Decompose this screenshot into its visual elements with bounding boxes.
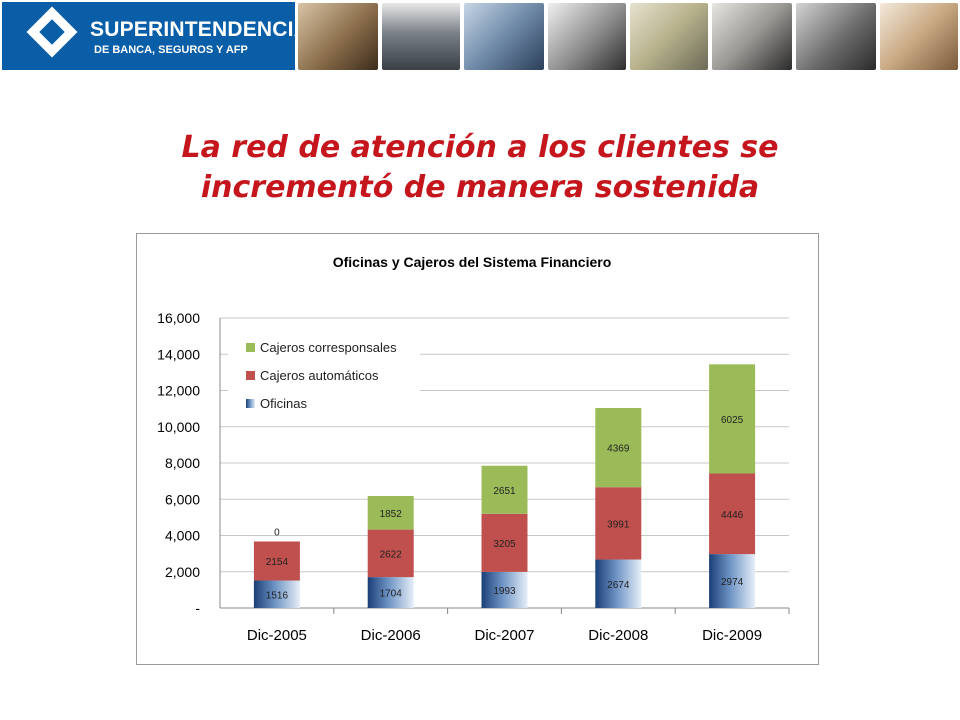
data-label: 1852 (380, 509, 403, 520)
legend-label: Cajeros corresponsales (260, 340, 397, 355)
bar-segment (253, 541, 300, 581)
bars (253, 364, 756, 608)
bar-segment (595, 487, 642, 560)
bar-segment (481, 513, 528, 572)
photo-signing-icon (880, 3, 958, 70)
legend-swatch (246, 399, 255, 408)
bar-segment (595, 408, 642, 488)
photo-pos-terminal-icon (712, 3, 792, 70)
x-tick-label: Dic-2006 (361, 627, 421, 644)
bar-segment (367, 496, 414, 530)
y-tick-label: 12,000 (157, 383, 200, 399)
legend: Cajeros corresponsales Cajeros automático… (228, 336, 420, 420)
data-label: 4446 (721, 510, 744, 521)
bar-segment (709, 473, 756, 555)
x-tick-label: Dic-2008 (588, 627, 648, 644)
chart-title: Oficinas y Cajeros del Sistema Financier… (333, 254, 612, 270)
x-tick-label: Dic-2005 (247, 627, 307, 644)
slide-title-line2: incrementó de manera sostenida (200, 170, 760, 205)
photo-keyboard-icon (464, 3, 544, 70)
y-tick-label: - (195, 600, 200, 616)
chart-frame (136, 233, 819, 665)
slide-title: La red de atención a los clientes se inc… (0, 128, 960, 208)
logo-line2: DE BANCA, SEGUROS Y AFP (94, 44, 248, 56)
data-label: 2651 (493, 486, 516, 497)
bar-segment (481, 465, 528, 514)
logo-line1: SUPERINTENDENCIA (90, 18, 310, 41)
data-label: 3991 (607, 519, 630, 530)
data-labels: 1516 2154 0 1704 2622 1852 1993 3205 2651 2674 399… (266, 415, 744, 601)
bar-segment (253, 580, 300, 608)
logo-diamond-icon (26, 6, 78, 58)
data-label: 2622 (380, 549, 403, 560)
photo-building-icon (382, 3, 460, 70)
legend-label: Cajeros automáticos (260, 368, 379, 383)
bar-segment (595, 559, 642, 608)
photo-laptop-icon (548, 3, 626, 70)
data-label: 4369 (607, 444, 630, 455)
x-tick-label: Dic-2009 (702, 627, 762, 644)
photo-card-icon (298, 3, 378, 70)
data-label: 1993 (493, 586, 516, 597)
header-banner: SUPERINTENDENCIA DE BANCA, SEGUROS Y AFP (0, 0, 960, 72)
axes: - 2,000 4,000 6,000 8,000 10,000 12,000 14,000 1… (157, 310, 790, 644)
y-tick-label: 4,000 (165, 528, 200, 544)
data-label: 1516 (266, 590, 289, 601)
stacked-bar-chart: Oficinas y Cajeros del Sistema Financier… (157, 254, 790, 644)
legend-label: Oficinas (260, 396, 307, 411)
gridlines (220, 317, 789, 573)
photo-money-icon (630, 3, 708, 70)
y-tick-label: 8,000 (165, 455, 200, 471)
data-label: 0 (274, 527, 280, 538)
sbs-logo: SUPERINTENDENCIA DE BANCA, SEGUROS Y AFP (2, 2, 309, 70)
data-label: 3205 (493, 539, 516, 550)
y-tick-label: 14,000 (157, 346, 200, 362)
legend-swatch (246, 343, 255, 352)
bar-segment (709, 554, 756, 608)
data-label: 6025 (721, 415, 744, 426)
y-tick-label: 10,000 (157, 419, 200, 435)
y-tick-label: 16,000 (157, 310, 200, 326)
data-label: 1704 (380, 589, 403, 600)
legend-box (228, 336, 420, 420)
bar-segment (367, 577, 414, 608)
slide-title-line1: La red de atención a los clientes se (181, 130, 779, 165)
y-tick-label: 6,000 (165, 491, 200, 507)
legend-swatch (246, 371, 255, 380)
x-tick-label: Dic-2007 (474, 627, 534, 644)
bar-segment (709, 364, 756, 474)
data-label: 2974 (721, 577, 744, 588)
photo-handshake-icon (796, 3, 876, 70)
data-label: 2154 (266, 557, 289, 568)
data-label: 2674 (607, 580, 630, 591)
bar-segment (367, 529, 414, 578)
y-tick-label: 2,000 (165, 564, 200, 580)
bar-segment (481, 571, 528, 608)
